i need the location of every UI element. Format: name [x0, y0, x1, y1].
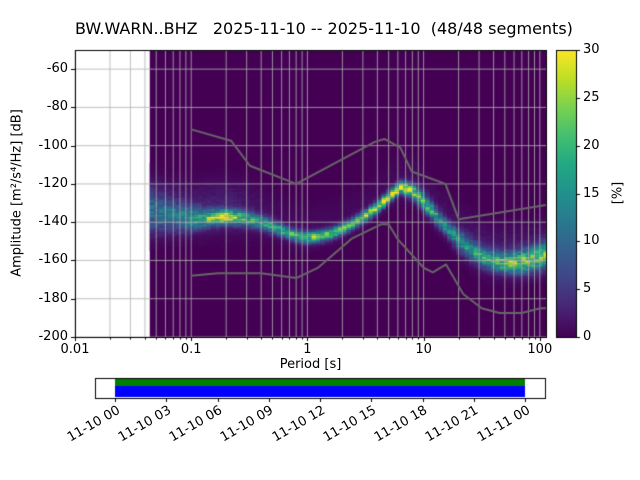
plot-title: BW.WARN..BHZ 2025-11-10 -- 2025-11-10 (4…	[75, 19, 573, 38]
colorbar-label: [%]	[610, 181, 626, 205]
y-tick-label: -120	[38, 175, 68, 191]
y-tick-label: -100	[38, 137, 68, 153]
x-tick-label: 10	[415, 342, 432, 357]
y-tick-label: -180	[38, 290, 68, 306]
y-tick-label: -60	[46, 61, 68, 77]
x-tick-label: 100	[527, 342, 553, 357]
y-tick-label: -200	[38, 329, 68, 344]
colorbar-tick-label: 25	[583, 89, 600, 105]
colorbar-tick-label: 30	[583, 42, 600, 57]
colorbar-tick-label: 0	[583, 329, 592, 344]
colorbar-tick-label: 10	[583, 233, 600, 249]
colorbar-tick-label: 15	[583, 185, 600, 201]
x-axis-label: Period [s]	[279, 357, 342, 372]
y-tick-label: -80	[46, 99, 68, 115]
y-tick-label: -140	[38, 214, 68, 230]
x-tick-label: 0.1	[180, 342, 202, 357]
colorbar-tick-label: 20	[583, 137, 600, 153]
x-tick-label: 1	[303, 342, 312, 357]
x-tick-label: 0.01	[60, 342, 90, 357]
y-tick-label: -160	[38, 252, 68, 268]
colorbar-tick-label: 5	[583, 281, 592, 297]
